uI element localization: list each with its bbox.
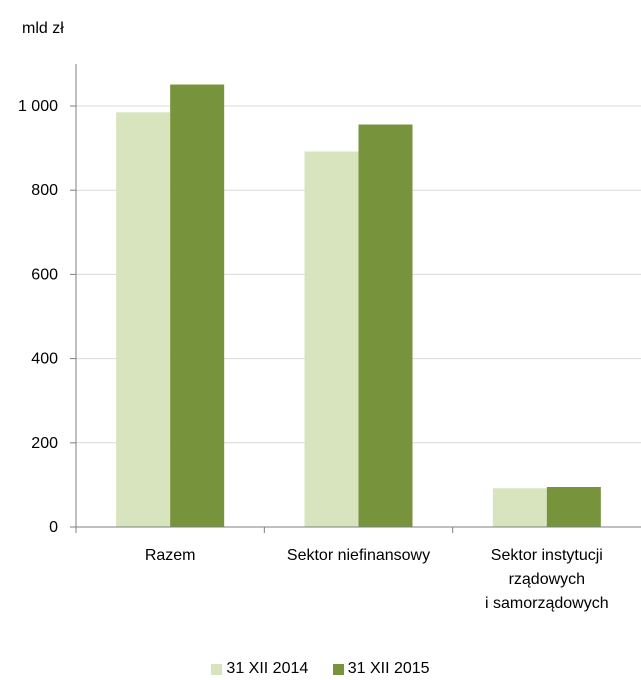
bar-2015-cat-1: [358, 124, 413, 528]
y-tick-labels: 0 200 400 600 800 1 000: [18, 98, 58, 536]
x-category-label: Razem: [145, 547, 196, 564]
legend-swatch-2014: [211, 663, 223, 675]
x-category-label: Sektor instytucji: [491, 547, 603, 564]
bars: [116, 84, 601, 528]
y-tick-label: 1 000: [18, 98, 58, 115]
bar-2014-cat-2: [492, 488, 547, 527]
y-tick-label: 400: [31, 351, 58, 368]
bar-2014-cat-0: [116, 112, 171, 527]
y-tick-label: 800: [31, 182, 58, 199]
y-tick-label: 200: [31, 435, 58, 452]
x-category-labels: Razem Sektor niefinansowy Sektor instytucj…: [145, 547, 609, 612]
legend: 31 XII 2014 31 XII 2015: [0, 660, 641, 680]
legend-label-2014: 31 XII 2014: [226, 660, 309, 677]
bar-2015-cat-0: [170, 84, 225, 528]
y-axis-unit-label: mld zł: [22, 20, 64, 37]
legend-swatch-2015: [332, 663, 344, 675]
legend-item-2014: 31 XII 2014: [211, 660, 308, 678]
bar-2014-cat-1: [304, 151, 359, 527]
y-tick-label: 0: [49, 519, 58, 536]
legend-label-2015: 31 XII 2015: [347, 660, 430, 677]
y-tick-label: 600: [31, 266, 58, 283]
x-category-label: i samorządowych: [485, 595, 609, 612]
legend-item-2015: 31 XII 2015: [332, 660, 430, 678]
x-category-label: Sektor niefinansowy: [287, 547, 430, 564]
x-category-label: rządowych: [509, 571, 585, 588]
bar-2015-cat-2: [546, 487, 601, 527]
axes: [70, 64, 641, 533]
